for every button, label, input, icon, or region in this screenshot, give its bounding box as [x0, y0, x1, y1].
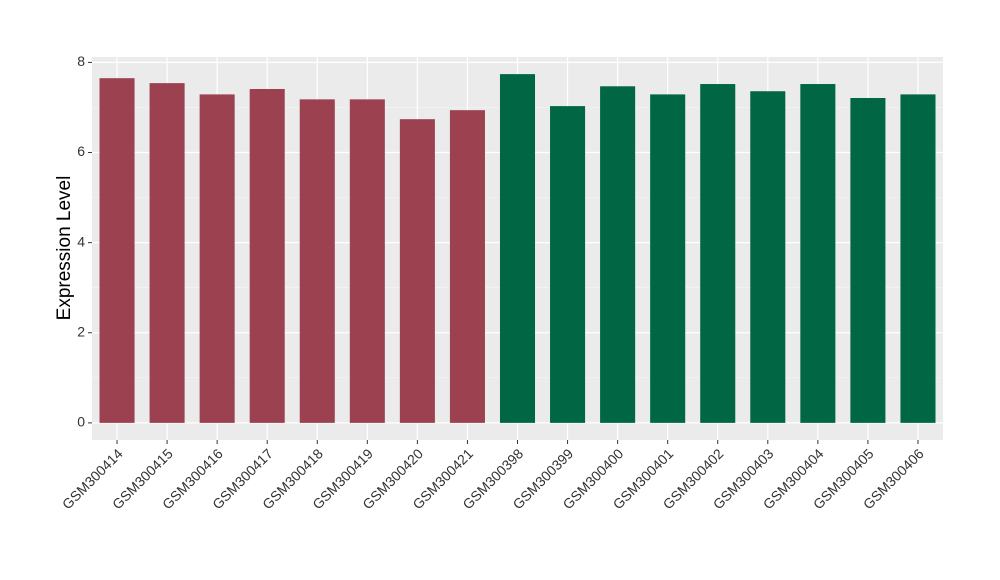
bar [199, 94, 235, 423]
bar [99, 78, 135, 423]
bar [349, 99, 385, 423]
y-tick-label: 8 [77, 53, 85, 69]
y-tick-label: 4 [77, 233, 85, 249]
bar [399, 119, 435, 423]
bar [299, 99, 335, 423]
bar [850, 98, 886, 423]
bar [650, 94, 686, 423]
y-tick-label: 0 [77, 414, 85, 430]
bar [449, 110, 485, 423]
y-tick-label: 2 [77, 323, 85, 339]
bar [249, 88, 285, 423]
y-axis-label: Expression Level [54, 176, 75, 321]
bar [750, 91, 786, 423]
bar [600, 86, 636, 423]
y-tick-label: 6 [77, 143, 85, 159]
bar [550, 106, 586, 423]
bar [900, 94, 936, 423]
bar [149, 83, 185, 423]
bar [499, 74, 536, 423]
bar [800, 84, 836, 423]
bar [700, 84, 736, 423]
